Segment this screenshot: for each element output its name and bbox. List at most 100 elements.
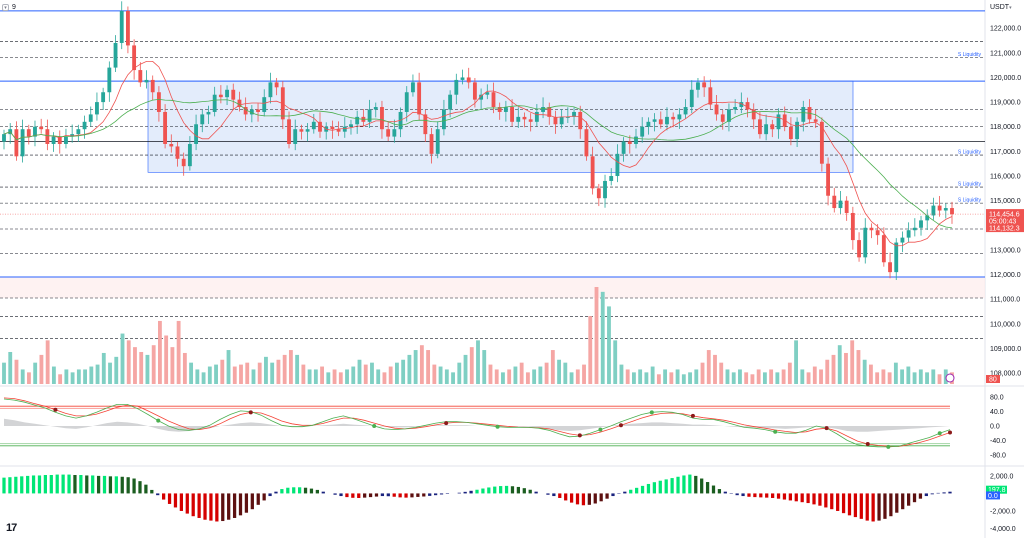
volume-bar-37 xyxy=(232,366,237,384)
interval-label[interactable]: 9 xyxy=(12,4,16,11)
volume-bar-61 xyxy=(382,372,387,384)
candle-97 xyxy=(603,180,607,199)
candle-110 xyxy=(683,107,688,115)
candle-61 xyxy=(380,107,384,130)
candle-106 xyxy=(658,119,663,125)
candle-147 xyxy=(912,227,917,231)
candle-73 xyxy=(454,79,459,95)
candle-9 xyxy=(57,136,62,144)
replay-icon xyxy=(945,373,955,383)
candle-67 xyxy=(417,82,422,115)
ma-fast-line xyxy=(3,61,953,247)
volume-bar-104 xyxy=(650,366,655,384)
stoch-tick-0: 80.0 xyxy=(990,395,1004,402)
volume-bar-107 xyxy=(669,372,674,384)
candle-10 xyxy=(64,136,68,144)
volume-bar-21 xyxy=(133,347,137,384)
candle-142 xyxy=(881,235,886,263)
volume-bar-96 xyxy=(600,291,605,384)
volume-bar-16 xyxy=(101,352,106,384)
candle-53 xyxy=(330,126,335,130)
volume-bar-58 xyxy=(363,364,368,384)
volume-bar-11 xyxy=(70,372,75,384)
candle-121 xyxy=(751,109,756,120)
volume-bar-7 xyxy=(45,340,50,384)
volume-bar-126 xyxy=(787,362,792,384)
volume-bar-67 xyxy=(419,345,424,384)
currency-selector[interactable]: USDT▾ xyxy=(990,4,1012,11)
candle-125 xyxy=(776,114,781,130)
volume-bar-35 xyxy=(220,359,225,384)
volume-bar-128 xyxy=(800,369,805,384)
price-tick-6: 116,000.0 xyxy=(990,174,1021,181)
candle-114 xyxy=(708,87,713,105)
volume-bar-25 xyxy=(158,320,162,384)
current-price-tag xyxy=(986,209,1024,233)
stoch-d-line xyxy=(3,397,951,447)
price-tick-9: 113,000.0 xyxy=(990,247,1021,254)
candle-49 xyxy=(305,129,310,132)
price-tick-0: 122,000.0 xyxy=(990,26,1021,33)
candle-81 xyxy=(503,107,508,112)
tradingview-logo-icon[interactable]: 17 xyxy=(6,522,17,534)
stoch-shadow-area xyxy=(4,418,950,432)
volume-bar-75 xyxy=(469,347,474,384)
currency-label[interactable]: USDT xyxy=(990,4,1010,11)
candle-119 xyxy=(739,102,744,108)
candle-80 xyxy=(497,107,502,112)
volume-bar-114 xyxy=(713,354,717,384)
hist-zero-tag xyxy=(986,491,1000,500)
volume-bar-2 xyxy=(14,359,19,384)
candle-33 xyxy=(206,111,211,115)
volume-bar-69 xyxy=(432,364,437,384)
volume-label: 80 xyxy=(989,377,997,384)
volume-bar-64 xyxy=(401,359,406,384)
volume-bar-106 xyxy=(663,369,668,384)
stoch-cross-down-8 xyxy=(948,430,952,435)
volume-bar-111 xyxy=(694,369,699,384)
candle-68 xyxy=(423,114,428,135)
volume-bar-94 xyxy=(588,316,593,384)
volume-bar-135 xyxy=(844,352,848,384)
collapse-icon[interactable]: ▾ xyxy=(2,4,9,11)
stoch-cross-up-4 xyxy=(649,410,654,415)
volume-bar-9 xyxy=(58,374,63,384)
volume-bar-121 xyxy=(756,369,761,384)
symbol-header[interactable]: ▾ 9 xyxy=(2,4,16,11)
current-price-label: 114,454.6 xyxy=(989,212,1020,219)
candle-28 xyxy=(175,146,180,159)
stoch-cross-up-7 xyxy=(937,431,942,436)
candle-96 xyxy=(596,188,601,199)
candle-85 xyxy=(528,119,533,122)
candle-23 xyxy=(144,79,149,83)
volume-bar-77 xyxy=(482,350,487,384)
stoch-tick-2: 0.0 xyxy=(990,424,1000,431)
hist-value-tag xyxy=(986,485,1007,494)
volume-bar-60 xyxy=(376,369,381,384)
sell-zone xyxy=(0,277,985,298)
volume-bar-6 xyxy=(39,354,44,384)
volume-bar-101 xyxy=(632,372,636,384)
volume-bar-68 xyxy=(426,350,431,384)
volume-bar-123 xyxy=(769,369,774,384)
candle-138 xyxy=(857,240,861,258)
price-tick-11: 111,000.0 xyxy=(990,297,1020,304)
candle-90 xyxy=(559,116,564,125)
candle-36 xyxy=(225,89,229,98)
candle-77 xyxy=(479,94,484,100)
candle-16 xyxy=(101,92,106,103)
stoch-cross-up-3 xyxy=(598,427,603,432)
volume-bar-18 xyxy=(114,356,119,384)
candle-56 xyxy=(349,124,353,127)
candle-75 xyxy=(466,77,471,83)
volume-bar-86 xyxy=(538,366,543,384)
volume-bar-32 xyxy=(201,372,206,384)
candle-12 xyxy=(76,129,81,135)
volume-bar-138 xyxy=(862,359,867,384)
volume-bar-119 xyxy=(744,372,749,384)
volume-bar-30 xyxy=(189,362,194,384)
volume-bar-76 xyxy=(476,340,480,384)
volume-bar-88 xyxy=(550,350,555,384)
candle-30 xyxy=(187,143,192,167)
